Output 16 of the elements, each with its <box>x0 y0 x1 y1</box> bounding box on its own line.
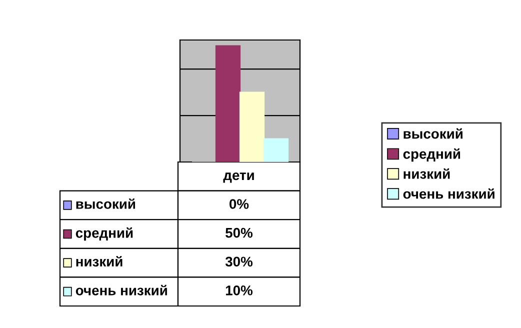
text: высокий <box>404 128 462 139</box>
text: низкий <box>76 256 122 267</box>
text: 10% <box>226 285 253 296</box>
x-tick-label: дети <box>223 172 254 183</box>
legend-label: высокий <box>76 198 136 209</box>
text: очень низкий <box>76 284 167 296</box>
legend-label: средний <box>76 227 133 241</box>
text: средний <box>403 148 460 162</box>
legend-label: низкий <box>404 168 450 179</box>
text: 0% <box>230 199 249 209</box>
bar <box>215 45 241 162</box>
legend-label: очень низкий <box>403 188 494 199</box>
text: 50% <box>226 228 253 238</box>
bar <box>239 92 265 162</box>
bar <box>263 138 289 162</box>
text: 30% <box>225 256 253 267</box>
